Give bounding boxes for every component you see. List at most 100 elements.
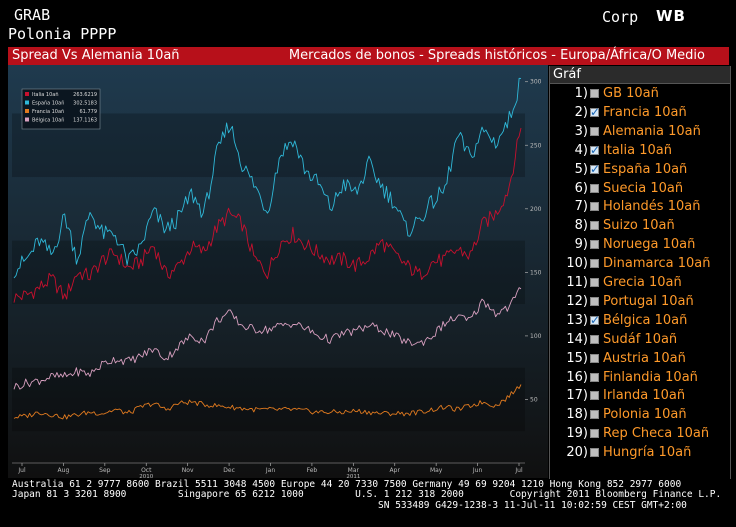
option-checkbox[interactable] (590, 448, 599, 458)
legend-swatch (25, 109, 29, 113)
chart-option-14[interactable]: 14) Sudáf 10añ (550, 330, 730, 349)
x-tick-label: Jun (472, 467, 483, 474)
option-label: Finlandia 10añ (603, 369, 698, 385)
legend-value: 302.5183 (73, 101, 97, 107)
panel-header: Gráf (550, 66, 730, 84)
chart-option-3[interactable]: 3) Alemania 10añ (550, 122, 730, 141)
option-label: Bélgica 10añ (603, 312, 688, 328)
option-checkbox[interactable] (590, 259, 599, 269)
option-label: Sudáf 10añ (603, 331, 678, 347)
chart-option-10[interactable]: 10) Dinamarca 10añ (550, 254, 730, 273)
legend-swatch (25, 92, 29, 96)
chart-option-12[interactable]: 12) Portugal 10añ (550, 292, 730, 311)
option-number: 15) (566, 350, 588, 366)
chart-option-6[interactable]: 6) Suecia 10añ (550, 179, 730, 198)
option-checkbox[interactable] (590, 103, 600, 122)
chart-option-13[interactable]: 13) Bélgica 10añ (550, 311, 730, 330)
option-label: Noruega 10añ (603, 237, 696, 253)
option-checkbox[interactable] (590, 183, 599, 193)
option-label: Italia 10añ (603, 142, 672, 158)
option-label: Francia 10añ (603, 104, 687, 120)
option-label: Alemania 10añ (603, 123, 701, 139)
legend-label: Bélgica 10añ (32, 117, 64, 124)
series-line (13, 384, 522, 420)
x-tick-label: Oct (141, 467, 152, 474)
option-checkbox[interactable] (590, 410, 599, 420)
y-tick-label: 50 (530, 396, 538, 403)
series-line (13, 287, 522, 390)
chart-option-15[interactable]: 15) Austria 10añ (550, 349, 730, 368)
option-checkbox[interactable] (590, 89, 599, 98)
option-checkbox[interactable] (590, 353, 599, 363)
line-chart: 50 100 150 200 250 300 Jul Aug Sep Oct Nov Dec Jan Fe… (8, 65, 548, 478)
option-number: 12) (566, 293, 588, 309)
option-checkbox[interactable] (590, 240, 599, 250)
chart-option-7[interactable]: 7) Holandés 10añ (550, 197, 730, 216)
option-checkbox[interactable] (590, 372, 599, 382)
option-number: 19) (566, 426, 588, 442)
option-checkbox[interactable] (590, 311, 600, 330)
chart-option-4[interactable]: 4) Italia 10añ (550, 141, 730, 160)
chart-legend: Italia 10añ 263.6219 España 10añ 302.5183 Fr… (21, 88, 101, 130)
chart-option-11[interactable]: 11) Grecia 10añ (550, 273, 730, 292)
series-line (13, 77, 522, 279)
grid-band (12, 367, 525, 432)
x-tick-label: Aug (58, 467, 70, 474)
option-number: 13) (566, 312, 588, 328)
footer-line-3: SN 533489 G429-1238-3 11-Jul-11 10:02:59… (12, 499, 687, 511)
option-number: 9) (574, 237, 588, 253)
option-label: Hungría 10añ (603, 445, 692, 461)
chart-option-9[interactable]: 9) Noruega 10añ (550, 235, 730, 254)
option-number: 14) (566, 331, 588, 347)
legend-box (21, 88, 101, 130)
year-label: 2010 (139, 474, 153, 478)
chart-option-5[interactable]: 5) España 10añ (550, 160, 730, 179)
option-label: Grecia 10añ (603, 275, 682, 290)
option-checkbox[interactable] (590, 391, 599, 401)
option-checkbox[interactable] (590, 160, 600, 179)
legend-value: 263.6219 (73, 92, 97, 98)
chart-option-18[interactable]: 18) Polonia 10añ (550, 405, 730, 424)
chart-title-bar: Spread Vs Alemania 10añ Mercados de bono… (8, 47, 729, 65)
option-number: 6) (574, 180, 588, 196)
chart-option-16[interactable]: 16) Finlandia 10añ (550, 368, 730, 387)
option-checkbox[interactable] (590, 334, 599, 344)
option-label: Austria 10añ (603, 350, 686, 366)
option-checkbox[interactable] (590, 221, 599, 231)
chart-area: 50 100 150 200 250 300 Jul Aug Sep Oct Nov Dec Jan Fe… (8, 65, 548, 478)
option-number: 10) (566, 256, 588, 272)
brand-logo: WB (656, 7, 686, 25)
year-label: 2011 (346, 474, 360, 478)
option-checkbox[interactable] (590, 429, 599, 439)
option-checkbox[interactable] (590, 278, 599, 287)
footer-line-1: Australia 61 2 9777 8600 Brazil 5511 304… (12, 479, 682, 490)
option-label: Suizo 10añ (603, 218, 675, 234)
x-tick-label: Jan (265, 467, 275, 474)
chart-option-1[interactable]: 1) GB 10añ (550, 84, 730, 103)
chart-option-20[interactable]: 20) Hungría 10añ (550, 443, 730, 462)
option-checkbox[interactable] (590, 141, 600, 160)
option-checkbox[interactable] (590, 126, 599, 136)
option-label: Rep Checa 10añ (603, 426, 710, 442)
sector-label: Corp (602, 8, 639, 26)
chart-option-2[interactable]: 2) Francia 10añ (550, 103, 730, 122)
legend-label: Francia 10añ (32, 109, 64, 115)
chart-option-19[interactable]: 19) Rep Checa 10añ (550, 424, 730, 443)
chart-selector-panel: Gráf 1) GB 10añ 2) Francia 10añ 3) Alemania 1… (549, 66, 731, 479)
legend-value: 61.779 (80, 109, 98, 115)
legend-label: Italia 10añ (32, 92, 59, 98)
x-tick-label: May (430, 467, 443, 474)
y-tick-label: 250 (530, 142, 542, 149)
y-tick-label: 100 (530, 333, 542, 340)
chart-option-8[interactable]: 8) Suizo 10añ (550, 216, 730, 235)
legend-swatch (25, 100, 29, 105)
option-number: 4) (574, 142, 588, 158)
option-checkbox[interactable] (590, 296, 599, 306)
chart-option-17[interactable]: 17) Irlanda 10añ (550, 386, 730, 405)
option-number: 11) (566, 275, 588, 290)
chart-title: Spread Vs Alemania 10añ (12, 48, 180, 63)
legend-label: España 10añ (32, 101, 64, 107)
option-checkbox[interactable] (590, 202, 599, 212)
option-label: Polonia 10añ (603, 407, 687, 423)
footer-line-2: Japan 81 3 3201 8900 Singapore 65 6212 1… (12, 489, 722, 501)
